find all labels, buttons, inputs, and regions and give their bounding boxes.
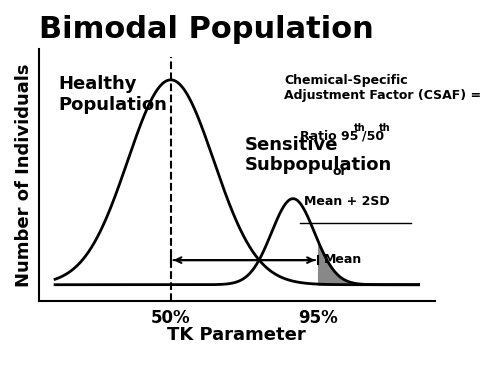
Text: Ratio 95: Ratio 95 bbox=[300, 130, 358, 143]
Text: th: th bbox=[354, 124, 366, 133]
Text: 50%: 50% bbox=[151, 309, 190, 327]
X-axis label: TK Parameter: TK Parameter bbox=[168, 326, 306, 344]
Text: Bimodal Population: Bimodal Population bbox=[38, 15, 374, 44]
Text: Mean + 2SD: Mean + 2SD bbox=[304, 195, 390, 208]
Text: th: th bbox=[379, 124, 390, 133]
Text: or: or bbox=[332, 165, 346, 178]
Text: Chemical-Specific
Adjustment Factor (CSAF) =: Chemical-Specific Adjustment Factor (CSA… bbox=[284, 74, 482, 102]
Text: Mean: Mean bbox=[324, 253, 362, 266]
Text: Healthy
Population: Healthy Population bbox=[58, 75, 168, 114]
Text: Sensitive
Subpopulation: Sensitive Subpopulation bbox=[245, 136, 392, 174]
Text: /50: /50 bbox=[362, 130, 384, 143]
Text: 95%: 95% bbox=[298, 309, 338, 327]
Y-axis label: Number of Individuals: Number of Individuals bbox=[15, 64, 33, 287]
